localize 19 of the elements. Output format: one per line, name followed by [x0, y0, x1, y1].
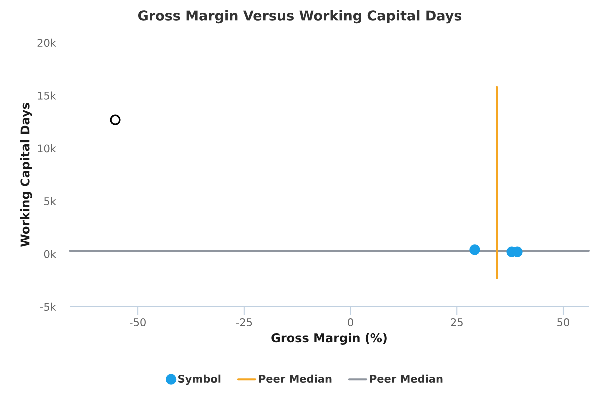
y-tick-label: 15k	[38, 92, 56, 100]
legend-label: Peer Median	[370, 374, 443, 383]
y-axis-title: Working Capital Days	[20, 103, 32, 248]
x-tick-label: -25	[236, 318, 252, 326]
point	[110, 114, 121, 126]
x-tick-label: 25	[451, 318, 463, 326]
x-tick-label: -50	[130, 318, 146, 326]
x-axis-title: Gross Margin (%)	[272, 333, 387, 346]
y-tick-label: -5k	[40, 302, 56, 312]
x-tick-label: 50	[558, 318, 570, 326]
x-tick-label: 0	[348, 318, 354, 326]
y-tick-label: 10k	[38, 144, 56, 153]
point	[470, 244, 480, 256]
y-tick-label: 0k	[44, 250, 56, 258]
y-tick-label: 5k	[44, 197, 56, 206]
legend-label: Symbol	[178, 374, 221, 386]
chart-title: Gross Margin Versus Working Capital Days	[138, 10, 462, 24]
legend-label: Peer Median	[259, 374, 332, 383]
y-tick-label: 20k	[38, 38, 56, 48]
